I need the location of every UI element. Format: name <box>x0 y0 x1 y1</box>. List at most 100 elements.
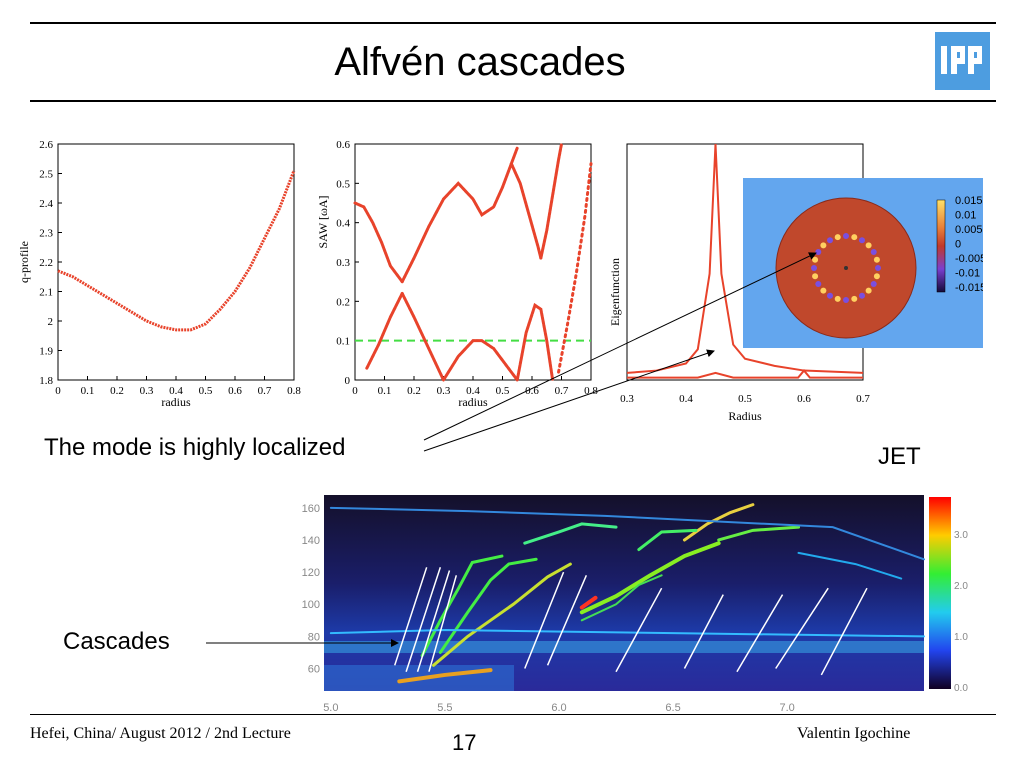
x-tick-label: 6.0 <box>551 702 566 714</box>
mode-blob <box>812 273 819 280</box>
x-tick-label: 0.2 <box>407 385 421 397</box>
y-axis-label: q-profile <box>18 241 31 283</box>
x-tick-label: 0.7 <box>856 393 870 405</box>
mode-blob <box>820 287 827 294</box>
y-tick-label: 120 <box>302 567 320 579</box>
title-rule <box>30 100 996 102</box>
mode-trace <box>420 554 504 658</box>
y-tick-label: 2.4 <box>39 198 53 210</box>
y-tick-label: 2.2 <box>39 257 53 269</box>
mode-blob <box>843 233 849 239</box>
cascade-guide-line <box>683 594 724 669</box>
mode-blob <box>851 295 858 302</box>
x-axis-label: radius <box>161 395 191 409</box>
top-rule <box>30 22 996 24</box>
x-tick-label: 0.2 <box>110 385 124 397</box>
footer-left: Hefei, China/ August 2012 / 2nd Lecture <box>30 725 291 742</box>
x-tick-label: 0.7 <box>555 385 569 397</box>
x-tick-label: 5.0 <box>323 702 338 714</box>
mode-trace <box>579 541 721 615</box>
colorbar-label: -0.01 <box>955 268 980 280</box>
q-profile-curve <box>57 170 296 332</box>
x-tick-label: 0 <box>352 385 358 397</box>
mode-blob <box>811 265 817 271</box>
colorbar-tick-label: 2.0 <box>954 581 968 592</box>
colorbar-label: 0.015 <box>955 195 983 207</box>
colorbar-label: 0.005 <box>955 224 983 236</box>
mode-blob <box>870 249 877 255</box>
eigenfunction-secondary-curve <box>627 368 863 379</box>
mode-blob <box>834 295 841 302</box>
colorbar-label: -0.005 <box>955 253 983 265</box>
continuum-branch <box>515 302 555 382</box>
mode-blob <box>827 237 833 244</box>
mode-trace <box>797 551 903 580</box>
x-tick-label: 7.0 <box>779 702 794 714</box>
x-tick-label: 0.1 <box>81 385 95 397</box>
ipp-logo <box>935 32 990 90</box>
mode-trace <box>329 506 925 561</box>
mode-blob <box>834 234 841 241</box>
y-tick-label: 0.5 <box>336 178 350 190</box>
y-tick-label: 0.2 <box>336 296 350 308</box>
mode-blob <box>865 287 872 294</box>
x-tick-label: 0.1 <box>378 385 392 397</box>
x-tick-label: 0.8 <box>287 385 301 397</box>
mode-blob <box>851 234 858 241</box>
x-tick-label: 0.3 <box>437 385 451 397</box>
mode-blob <box>815 281 822 287</box>
eigenfunction-curve <box>626 143 864 374</box>
continuum-branch <box>400 146 519 284</box>
continuum-branch <box>400 291 445 382</box>
mode-trace <box>717 525 801 542</box>
x-tick-label: 0.8 <box>584 385 598 397</box>
colorbar-tick-label: 3.0 <box>954 530 968 541</box>
eigenfunction-chart: 0.3 0.4 0.5 0.6 0.7 Radius Eigenfunction <box>608 143 870 423</box>
mode-blob <box>873 256 880 263</box>
colorbar-tick-label: 0.0 <box>954 683 968 694</box>
mode-trace <box>432 562 572 667</box>
colorbar-label: 0 <box>955 239 961 251</box>
x-tick-label: 0.3 <box>140 385 154 397</box>
y-tick-label: 2.3 <box>39 228 53 240</box>
y-tick-label: 0 <box>345 375 351 387</box>
mode-trace <box>580 574 663 622</box>
arrow-to-peak <box>423 349 715 452</box>
y-tick-label: 2.6 <box>39 139 53 151</box>
cascades-annotation: Cascades <box>63 628 170 655</box>
mode-blob <box>859 292 865 299</box>
x-tick-label: 0.4 <box>679 393 693 405</box>
cascade-guide-line <box>775 587 829 669</box>
cascade-guide-line <box>736 594 784 673</box>
localized-annotation: The mode is highly localized <box>44 434 346 461</box>
cascade-guide-line <box>416 570 451 672</box>
mode-center <box>844 266 848 270</box>
y-axis-label: SAW [ωA] <box>316 195 330 248</box>
page-number: 17 <box>452 730 477 755</box>
jet-spectrogram: 5.0 5.5 6.0 6.5 7.0 160 140 120 100 80 60 3.0 2.0 1.0… <box>302 495 968 714</box>
continuum-branch <box>365 291 404 370</box>
x-tick-label: 0.7 <box>258 385 272 397</box>
mode-trace <box>637 528 698 552</box>
y-tick-label: 60 <box>308 664 320 676</box>
colorbar-label: 0.01 <box>955 210 976 222</box>
cascade-guide-line <box>524 571 565 669</box>
continuum-branch <box>539 142 563 260</box>
mode-trace <box>438 557 538 654</box>
x-tick-label: 0.6 <box>525 385 539 397</box>
saw-chart: 0 0.1 0.2 0.3 0.4 0.5 0.6 0.7 0.8 0.6 0.5 0.4 0.3 0.2… <box>316 139 598 409</box>
mode-blob <box>875 265 881 271</box>
x-tick-label: 0.3 <box>620 393 634 405</box>
x-tick-label: 0.6 <box>228 385 242 397</box>
y-tick-label: 2 <box>48 316 54 328</box>
colorbar-label: -0.015 <box>955 282 983 294</box>
mode-trace <box>397 668 493 684</box>
mode-blob <box>827 292 833 299</box>
y-tick-label: 0.3 <box>336 257 350 269</box>
mode-blob <box>870 281 877 287</box>
arrow-to-inset <box>423 252 817 441</box>
y-tick-label: 140 <box>302 535 320 547</box>
y-tick-label: 160 <box>302 503 320 515</box>
y-tick-label: 100 <box>302 599 320 611</box>
